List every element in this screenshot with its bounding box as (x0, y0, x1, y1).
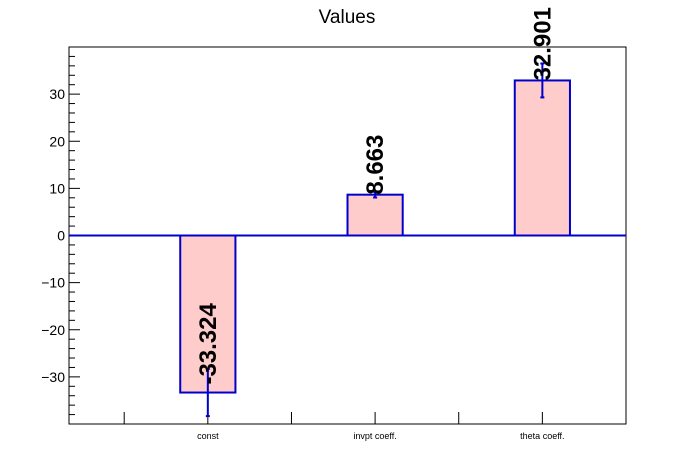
y-axis-tick-labels: −30 −20 −10 0 10 20 30 (41, 86, 65, 385)
y-tick-label: −20 (41, 322, 65, 338)
y-tick-label: 10 (49, 180, 65, 196)
data-label: 8.663 (362, 135, 389, 195)
y-tick-label: 30 (49, 86, 65, 102)
bar (513, 79, 571, 237)
y-tick-label: −10 (41, 275, 65, 291)
data-label: -33.324 (195, 302, 222, 384)
x-tick-label: invpt coeff. (353, 431, 396, 441)
axis-ticks (69, 55, 627, 424)
bar (179, 234, 237, 394)
chart-title: Values (319, 7, 376, 28)
error-bars (205, 62, 545, 418)
bar (346, 193, 404, 237)
x-axis-tick-labels: const invpt coeff. theta coeff. (197, 431, 564, 441)
y-tick-label: 0 (57, 228, 65, 244)
y-tick-label: 20 (49, 133, 65, 149)
data-labels: -33.324 8.663 32.901 (195, 7, 557, 384)
x-tick-label: theta coeff. (520, 431, 564, 441)
x-tick-label: const (197, 431, 219, 441)
y-tick-label: −30 (41, 369, 65, 385)
data-label: 32.901 (529, 7, 556, 80)
